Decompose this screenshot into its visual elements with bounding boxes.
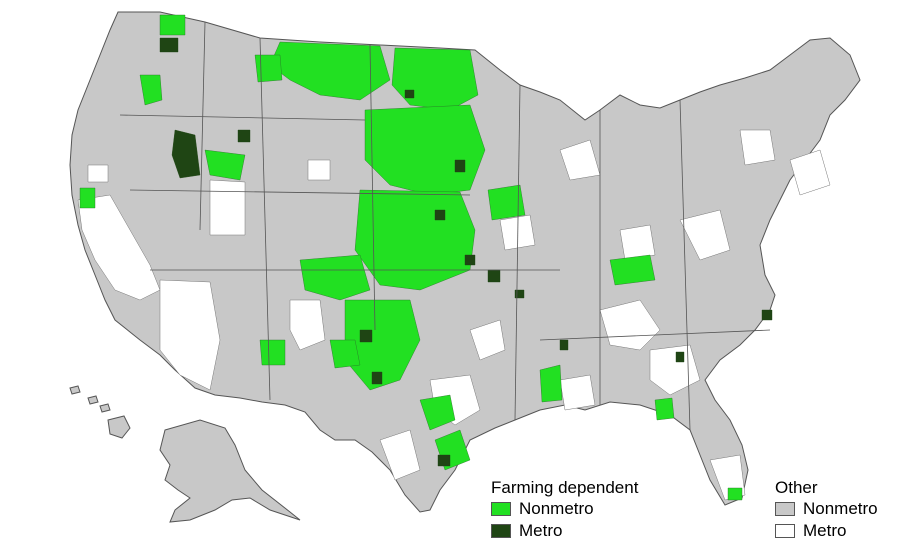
legend-farming-dependent: Farming dependent Nonmetro Metro bbox=[491, 478, 638, 542]
legend-other-nonmetro-row: Nonmetro bbox=[775, 498, 878, 520]
farming-metro-counties bbox=[159, 37, 773, 467]
legend-swatch-farming-nonmetro bbox=[491, 502, 511, 516]
legend-farming-nonmetro-row: Nonmetro bbox=[491, 498, 638, 520]
legend-swatch-other-metro bbox=[775, 524, 795, 538]
legend-farming-metro-row: Metro bbox=[491, 520, 638, 542]
legend-other-title: Other bbox=[775, 478, 818, 497]
legend-other-metro-row: Metro bbox=[775, 520, 878, 542]
legend-swatch-farming-metro bbox=[491, 524, 511, 538]
legend-label-farming-nonmetro: Nonmetro bbox=[519, 499, 594, 518]
hawaii bbox=[69, 385, 131, 439]
legend-farming-title: Farming dependent bbox=[491, 478, 639, 497]
legend-label-other-nonmetro: Nonmetro bbox=[803, 499, 878, 518]
state-borders bbox=[119, 21, 771, 431]
alaska bbox=[159, 419, 301, 523]
legend-label-farming-metro: Metro bbox=[519, 521, 563, 540]
legend-label-other-metro: Metro bbox=[803, 521, 847, 540]
other-metro-counties bbox=[77, 129, 831, 501]
legend-other: Other Nonmetro Metro bbox=[775, 478, 878, 542]
legend-swatch-other-nonmetro bbox=[775, 502, 795, 516]
